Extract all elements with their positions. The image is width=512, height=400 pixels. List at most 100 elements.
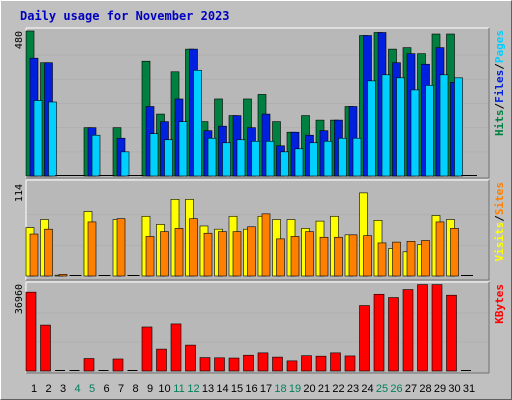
x-tick-label-day-30: 30 — [448, 383, 460, 395]
empty-bar-marker — [135, 175, 144, 176]
empty-bar-marker — [69, 370, 80, 371]
bar-kbytes-day-16 — [243, 354, 254, 372]
bar-pages-day-1 — [33, 100, 43, 177]
empty-bar-marker — [77, 175, 86, 176]
bar-kbytes-day-11 — [170, 323, 182, 372]
bar-pages-day-7 — [120, 151, 130, 177]
bar-kbytes-day-20 — [301, 355, 312, 372]
bar-pages-day-20 — [309, 142, 318, 177]
bar-kbytes-day-15 — [228, 357, 240, 372]
bar-sites-day-30 — [450, 228, 459, 277]
panel-1-legend: Hits/Files/Pages — [493, 30, 506, 136]
bar-kbytes-day-19 — [286, 360, 298, 372]
x-tick-label-day-9: 9 — [147, 383, 153, 395]
legend-separator: / — [493, 103, 506, 110]
y-tick-label: 36960 — [14, 284, 25, 314]
bar-sites-day-26 — [392, 241, 401, 277]
bar-sites-day-1 — [29, 233, 39, 277]
bar-sites-day-2 — [44, 228, 53, 277]
empty-bar-marker — [106, 175, 115, 176]
empty-bar-marker — [127, 370, 138, 371]
empty-bar-marker — [98, 370, 109, 371]
bar-pages-day-18 — [280, 151, 289, 177]
x-tick-label-day-6: 6 — [103, 383, 109, 395]
bar-sites-day-18 — [276, 238, 285, 277]
bar-pages-day-17 — [265, 140, 275, 177]
chart-title: Daily usage for November 2023 — [20, 9, 230, 23]
x-tick-label-day-11: 11 — [173, 383, 184, 395]
bar-kbytes-day-23 — [344, 355, 356, 372]
empty-bar-marker — [102, 275, 111, 276]
bar-pages-day-15 — [236, 139, 246, 177]
x-tick-label-day-14: 14 — [216, 383, 228, 395]
bar-sites-day-11 — [174, 228, 184, 277]
x-tick-label-day-17: 17 — [260, 383, 272, 395]
bar-pages-day-19 — [294, 148, 304, 177]
x-tick-label-day-29: 29 — [434, 383, 446, 395]
x-tick-label-day-16: 16 — [245, 383, 257, 395]
bar-kbytes-day-2 — [40, 324, 51, 372]
x-tick-label-day-1: 1 — [31, 383, 37, 395]
x-tick-label-day-18: 18 — [274, 383, 286, 395]
y-tick-label: 480 — [14, 31, 25, 49]
legend-hits: Hits — [493, 110, 506, 137]
empty-bar-marker — [63, 175, 71, 176]
x-tick-label-day-5: 5 — [89, 383, 95, 395]
bar-pages-day-24 — [367, 80, 376, 177]
x-tick-label-day-26: 26 — [390, 383, 402, 395]
bar-pages-day-16 — [251, 140, 260, 177]
bar-kbytes-day-14 — [214, 357, 225, 372]
x-tick-label-day-25: 25 — [376, 383, 388, 395]
bar-sites-day-5 — [87, 221, 97, 277]
bar-pages-day-13 — [207, 137, 217, 177]
x-tick-label-day-21: 21 — [318, 383, 330, 395]
bar-pages-day-10 — [164, 139, 173, 177]
bar-kbytes-day-26 — [388, 297, 399, 372]
legend-pages: Pages — [493, 30, 506, 63]
legend-kbytes: KBytes — [493, 284, 506, 324]
x-tick-label-day-8: 8 — [132, 383, 138, 395]
bar-pages-day-29 — [439, 74, 449, 177]
x-tick-label-day-3: 3 — [60, 383, 66, 395]
x-tick-label-day-12: 12 — [187, 383, 199, 395]
x-tick-label-day-13: 13 — [202, 383, 214, 395]
bar-kbytes-day-7 — [112, 358, 124, 372]
bar-pages-day-25 — [381, 74, 391, 177]
x-tick-label-day-23: 23 — [347, 383, 359, 395]
bar-kbytes-day-9 — [141, 326, 153, 372]
bar-kbytes-day-27 — [402, 289, 414, 372]
legend-files: Files — [493, 70, 506, 103]
legend-visits: Visits — [493, 222, 506, 262]
empty-bar-marker — [461, 370, 471, 371]
bar-kbytes-day-21 — [315, 355, 327, 372]
bar-sites-day-7 — [116, 218, 126, 277]
empty-bar-marker — [469, 175, 477, 176]
bar-pages-day-22 — [338, 137, 347, 177]
bar-sites-day-12 — [189, 218, 198, 277]
x-tick-label-day-20: 20 — [303, 383, 315, 395]
bar-kbytes-day-17 — [257, 352, 269, 372]
bar-pages-day-2 — [48, 101, 57, 177]
bar-pages-day-14 — [222, 142, 231, 177]
empty-bar-marker — [73, 275, 82, 276]
empty-bar-marker — [465, 275, 473, 276]
bar-pages-day-28 — [425, 85, 434, 177]
bar-kbytes-day-10 — [156, 348, 167, 372]
bar-sites-day-3 — [58, 274, 68, 277]
x-tick-label-day-27: 27 — [405, 383, 417, 395]
bar-sites-day-25 — [377, 242, 387, 277]
bar-sites-day-15 — [232, 231, 242, 277]
bar-sites-day-23 — [348, 234, 358, 277]
x-tick-label-day-24: 24 — [361, 383, 373, 395]
bar-kbytes-day-1 — [25, 291, 37, 372]
bar-kbytes-day-22 — [330, 352, 341, 372]
bar-sites-day-13 — [203, 232, 213, 277]
bar-sites-day-19 — [290, 236, 300, 277]
bar-pages-day-21 — [323, 140, 333, 177]
bar-kbytes-day-18 — [272, 356, 283, 372]
y-tick-label: 114 — [14, 184, 25, 202]
bar-sites-day-20 — [305, 231, 314, 277]
bar-pages-day-26 — [396, 77, 405, 177]
bar-kbytes-day-28 — [417, 284, 428, 372]
